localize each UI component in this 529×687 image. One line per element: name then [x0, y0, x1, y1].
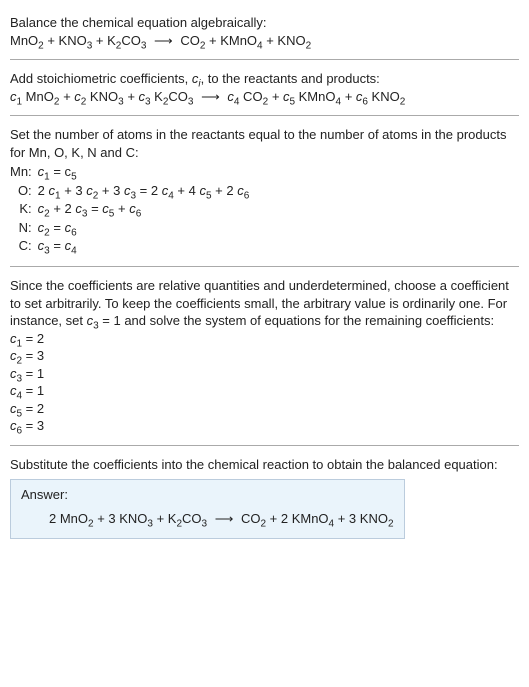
divider — [10, 266, 519, 267]
equation-unbalanced: MnO2 + KNO3 + K2CO3 ⟶ CO2 + KMnO4 + KNO2 — [10, 33, 311, 48]
balanced-equation: 2 MnO2 + 3 KNO3 + K2CO3 ⟶ CO2 + 2 KMnO4 … — [21, 510, 394, 528]
coefficient-list: c1 = 2 c2 = 3 c3 = 1 c4 = 1 c5 = 2 c6 = … — [10, 330, 519, 435]
atom-balance-table: Mn: c1 = c5 O: 2 c1 + 3 c2 + 3 c3 = 2 c4… — [10, 163, 255, 256]
arrow-icon: ⟶ — [211, 511, 238, 526]
equation-with-coefficients: c1 MnO2 + c2 KNO3 + c3 K2CO3 ⟶ c4 CO2 + … — [10, 89, 405, 104]
table-row: O: 2 c1 + 3 c2 + 3 c3 = 2 c4 + 4 c5 + 2 … — [10, 182, 255, 201]
divider — [10, 59, 519, 60]
answer-box: Answer: 2 MnO2 + 3 KNO3 + K2CO3 ⟶ CO2 + … — [10, 479, 405, 538]
divider — [10, 115, 519, 116]
coef-row: c4 = 1 — [10, 382, 519, 400]
coef-row: c1 = 2 — [10, 330, 519, 348]
intro-text: Balance the chemical equation algebraica… — [10, 8, 519, 55]
substitute-text: Substitute the coefficients into the che… — [10, 450, 519, 545]
divider — [10, 445, 519, 446]
coef-row: c5 = 2 — [10, 400, 519, 418]
intro-line1: Balance the chemical equation algebraica… — [10, 15, 267, 30]
coef-row: c6 = 3 — [10, 417, 519, 435]
answer-label: Answer: — [21, 486, 394, 504]
set-atoms-text: Set the number of atoms in the reactants… — [10, 120, 519, 262]
table-row: C: c3 = c4 — [10, 237, 255, 256]
table-row: N: c2 = c6 — [10, 219, 255, 238]
stoich-text: Add stoichiometric coefficients, ci, to … — [10, 64, 519, 111]
arrow-icon: ⟶ — [197, 89, 224, 104]
coef-row: c3 = 1 — [10, 365, 519, 383]
arrow-icon: ⟶ — [150, 33, 177, 48]
table-row: Mn: c1 = c5 — [10, 163, 255, 182]
coef-row: c2 = 3 — [10, 347, 519, 365]
table-row: K: c2 + 2 c3 = c5 + c6 — [10, 200, 255, 219]
since-text: Since the coefficients are relative quan… — [10, 271, 519, 441]
